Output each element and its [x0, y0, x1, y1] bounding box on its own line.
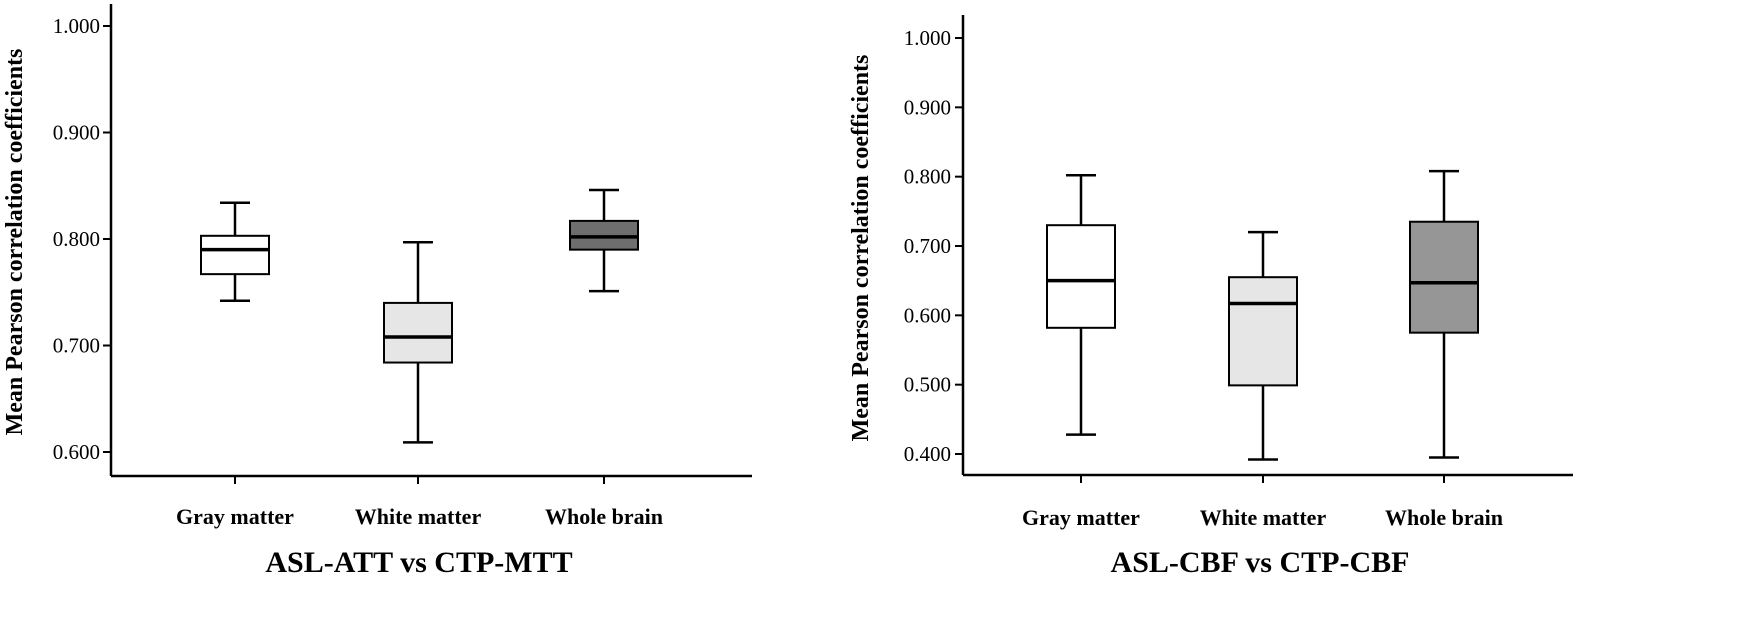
boxes — [1046, 169, 1479, 483]
category-labels: Gray matter White matter Whole brain — [176, 504, 663, 529]
y-tick-label: 1.000 — [904, 26, 951, 50]
x-tick-label: White matter — [355, 504, 482, 529]
y-tick-label: 0.600 — [53, 440, 100, 464]
chart-right: Mean Pearson correlation coefficients 0.… — [848, 15, 1573, 579]
y-tick-label: 0.900 — [904, 95, 951, 119]
y-tick-label: 0.800 — [53, 227, 100, 251]
iqr-box — [1409, 220, 1479, 334]
y-tick-label: 0.600 — [904, 303, 951, 327]
iqr-box — [200, 234, 270, 276]
box-gray-matter — [200, 201, 270, 484]
category-labels: Gray matter White matter Whole brain — [1022, 505, 1503, 530]
x-tick-label: Gray matter — [1022, 505, 1140, 530]
x-axis-title: ASL-CBF vs CTP-CBF — [1111, 546, 1410, 579]
x-tick-label: White matter — [1200, 505, 1327, 530]
y-axis-label: Mean Pearson correlation coefficients — [848, 55, 874, 442]
y-ticks: 0.600 0.700 0.800 0.900 1.000 — [53, 14, 111, 464]
x-axis-title: ASL-ATT vs CTP-MTT — [265, 546, 572, 579]
y-tick-label: 0.800 — [904, 165, 951, 189]
y-tick-label: 0.400 — [904, 442, 951, 466]
y-axis-label: Mean Pearson correlation coefficients — [2, 49, 28, 436]
iqr-box — [383, 301, 453, 364]
y-tick-label: 0.500 — [904, 373, 951, 397]
box-whole-brain — [569, 188, 639, 484]
box-gray-matter — [1046, 174, 1116, 483]
x-tick-label: Gray matter — [176, 504, 294, 529]
boxes — [200, 188, 639, 484]
x-tick-label: Whole brain — [1385, 505, 1503, 530]
chart-left: Mean Pearson correlation coefficients 0.… — [2, 4, 752, 579]
box-white-matter — [383, 240, 453, 484]
iqr-box — [1228, 276, 1298, 387]
box-white-matter — [1228, 230, 1298, 483]
box-whole-brain — [1409, 169, 1479, 483]
y-ticks: 0.400 0.500 0.600 0.700 0.800 0.900 1.000 — [904, 26, 963, 466]
y-tick-label: 0.700 — [904, 234, 951, 258]
y-tick-label: 0.700 — [53, 334, 100, 358]
iqr-box — [1046, 224, 1116, 329]
y-tick-label: 0.900 — [53, 121, 100, 145]
x-tick-label: Whole brain — [545, 504, 663, 529]
y-tick-label: 1.000 — [53, 14, 100, 38]
